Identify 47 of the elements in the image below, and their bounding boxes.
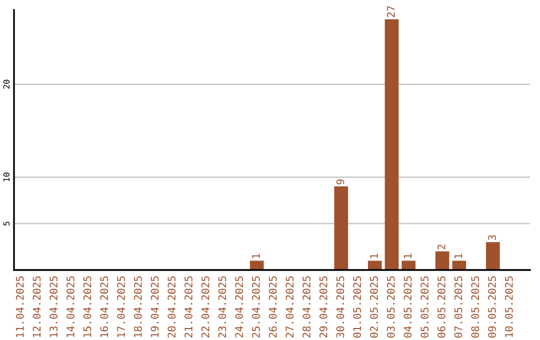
x-tick-label: 09.05.2025 xyxy=(488,276,496,338)
y-tick-label: 10 xyxy=(3,172,10,182)
x-tick-label: 17.04.2025 xyxy=(117,276,125,338)
y-tick-label: 20 xyxy=(3,80,10,89)
data-label: 1 xyxy=(454,254,462,258)
x-tick-label: 22.04.2025 xyxy=(201,276,210,338)
bar xyxy=(384,19,399,270)
x-tick-label: 28.04.2025 xyxy=(302,276,310,338)
x-tick-label: 10.05.2025 xyxy=(504,276,513,338)
bar xyxy=(435,251,450,270)
x-tick-label: 19.04.2025 xyxy=(150,276,159,338)
data-label: 27 xyxy=(386,6,395,18)
data-label: 3 xyxy=(488,235,496,240)
x-tick-label: 02.05.2025 xyxy=(370,276,378,338)
x-tick-label: 21.04.2025 xyxy=(184,276,192,338)
x-tick-label: 01.05.2025 xyxy=(353,276,362,338)
x-tick-label: 14.04.2025 xyxy=(66,276,74,338)
x-tick-label: 18.04.2025 xyxy=(134,276,142,338)
x-tick-label: 29.04.2025 xyxy=(319,276,328,338)
bar xyxy=(486,242,500,270)
x-tick-label: 15.04.2025 xyxy=(83,276,92,338)
bar xyxy=(402,260,416,270)
x-tick-label: 04.05.2025 xyxy=(404,276,412,338)
x-tick-label: 30.04.2025 xyxy=(336,276,344,338)
data-label: 1 xyxy=(370,254,378,258)
data-label: 2 xyxy=(437,244,446,250)
bar xyxy=(368,260,382,270)
data-label: 1 xyxy=(252,254,260,258)
x-tick-label: 25.04.2025 xyxy=(252,276,260,338)
x-tick-label: 11.04.2025 xyxy=(16,276,24,338)
x-tick-label: 24.04.2025 xyxy=(235,276,244,338)
x-tick-label: 05.05.2025 xyxy=(420,276,428,338)
data-label: 1 xyxy=(404,254,412,258)
x-tick-label: 08.05.2025 xyxy=(471,276,480,338)
data-label: 9 xyxy=(336,179,344,184)
x-tick-label: 07.05.2025 xyxy=(454,276,462,338)
x-tick-label: 13.04.2025 xyxy=(50,276,58,338)
x-tick-label: 20.04.2025 xyxy=(168,276,176,338)
x-tick-label: 23.04.2025 xyxy=(218,276,226,338)
x-tick-label: 06.05.2025 xyxy=(437,276,446,338)
x-tick-label: 27.04.2025 xyxy=(286,276,294,338)
x-tick-label: 03.05.2025 xyxy=(386,276,395,338)
x-tick-label: 26.04.2025 xyxy=(268,276,277,338)
x-tick-label: 12.04.2025 xyxy=(32,276,41,338)
bar xyxy=(334,186,348,270)
x-tick-label: 16.04.2025 xyxy=(100,276,108,338)
y-tick-label: 5 xyxy=(3,222,10,226)
